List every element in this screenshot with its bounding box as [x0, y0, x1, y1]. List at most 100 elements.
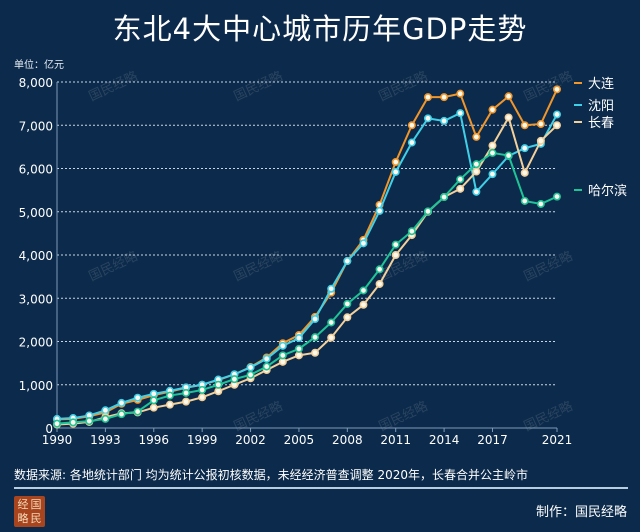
- y-axis-unit-label: 单位：亿元: [14, 60, 64, 71]
- data-point: [52, 419, 61, 428]
- data-point: [407, 227, 416, 236]
- legend-label: 大连: [588, 76, 614, 92]
- data-point: [149, 396, 158, 405]
- data-point: [440, 116, 449, 125]
- data-point: [327, 318, 336, 327]
- y-tick-label: 2,000: [19, 336, 53, 350]
- data-point: [375, 206, 384, 215]
- series-哈尔滨: [52, 148, 561, 428]
- data-point: [343, 299, 352, 308]
- watermark: 国民经略: [86, 248, 140, 284]
- watermark: 国民经略: [86, 68, 140, 104]
- watermark: 国民经略: [231, 248, 285, 284]
- data-point: [407, 121, 416, 130]
- divider: [14, 487, 628, 489]
- data-point: [198, 393, 207, 402]
- data-point: [214, 380, 223, 389]
- data-point: [423, 207, 432, 216]
- data-point: [520, 144, 529, 153]
- legend-label: 哈尔滨: [588, 183, 627, 199]
- data-point: [520, 121, 529, 130]
- data-point: [375, 279, 384, 288]
- watermark: 国民经略: [231, 68, 285, 104]
- x-tick-label: 1993: [90, 433, 121, 447]
- data-point: [488, 148, 497, 157]
- data-point: [391, 240, 400, 249]
- data-point: [294, 334, 303, 343]
- y-tick-label: 3,000: [19, 292, 53, 306]
- credit-text: 制作：国民经略: [535, 505, 627, 520]
- data-point: [133, 407, 142, 416]
- data-point: [149, 389, 158, 398]
- watermark: 国民经略: [376, 398, 430, 434]
- y-tick-label: 4,000: [19, 249, 53, 263]
- x-tick-label: 2017: [477, 433, 508, 447]
- chart-title: 东北4大中心城市历年GDP走势: [112, 12, 528, 46]
- data-point: [472, 160, 481, 169]
- data-point: [488, 170, 497, 179]
- x-tick-label: 2002: [235, 433, 266, 447]
- data-source-note: 数据来源: 各地统计部门 均为统计公报初核数据，未经经济普查调整 2020年，长…: [14, 468, 529, 482]
- data-point: [391, 158, 400, 167]
- watermark: 国民经略: [521, 398, 575, 434]
- watermark: 国民经略: [521, 248, 575, 284]
- y-tick-label: 8,000: [19, 76, 53, 90]
- data-point: [182, 388, 191, 397]
- data-point: [536, 136, 545, 145]
- data-point: [230, 375, 239, 384]
- x-tick-label: 1990: [42, 433, 73, 447]
- data-point: [101, 414, 110, 423]
- data-point: [536, 199, 545, 208]
- data-point: [327, 284, 336, 293]
- x-tick-label: 2005: [284, 433, 315, 447]
- data-point: [552, 110, 561, 119]
- data-point: [359, 300, 368, 309]
- data-point: [294, 344, 303, 353]
- data-point: [343, 313, 352, 322]
- data-point: [198, 385, 207, 394]
- data-point: [69, 418, 78, 427]
- x-tick-label: 1996: [139, 433, 170, 447]
- x-tick-label: 1999: [187, 433, 218, 447]
- data-point: [504, 113, 513, 122]
- data-point: [117, 398, 126, 407]
- data-point: [520, 168, 529, 177]
- data-point: [311, 315, 320, 324]
- data-point: [456, 109, 465, 118]
- data-point: [101, 406, 110, 415]
- data-point: [165, 400, 174, 409]
- data-point: [536, 119, 545, 128]
- data-point: [472, 167, 481, 176]
- data-point: [456, 184, 465, 193]
- y-tick-label: 0: [45, 422, 53, 436]
- legend-label: 沈阳: [588, 99, 614, 114]
- series-长春: [52, 113, 561, 429]
- data-point: [182, 397, 191, 406]
- y-tick-label: 1,000: [19, 379, 53, 393]
- watermark: 国民经略: [376, 68, 430, 104]
- data-point: [327, 333, 336, 342]
- data-point: [85, 417, 94, 426]
- data-point: [552, 85, 561, 94]
- watermark: 国民经略: [521, 68, 575, 104]
- data-point: [165, 391, 174, 400]
- brand-logo: 经国略民: [14, 496, 45, 527]
- data-point: [343, 257, 352, 266]
- data-point: [440, 193, 449, 202]
- data-point: [391, 167, 400, 176]
- watermark: 国民经略: [231, 398, 285, 434]
- x-tick-label: 2011: [380, 433, 411, 447]
- data-point: [278, 357, 287, 366]
- data-point: [294, 351, 303, 360]
- data-point: [133, 393, 142, 402]
- data-point: [488, 141, 497, 150]
- y-tick-label: 7,000: [19, 119, 53, 133]
- data-point: [117, 410, 126, 419]
- x-tick-label: 2014: [429, 433, 460, 447]
- data-point: [246, 370, 255, 379]
- x-tick-label: 2008: [332, 433, 363, 447]
- data-point: [520, 196, 529, 205]
- data-point: [472, 187, 481, 196]
- y-tick-label: 6,000: [19, 163, 53, 177]
